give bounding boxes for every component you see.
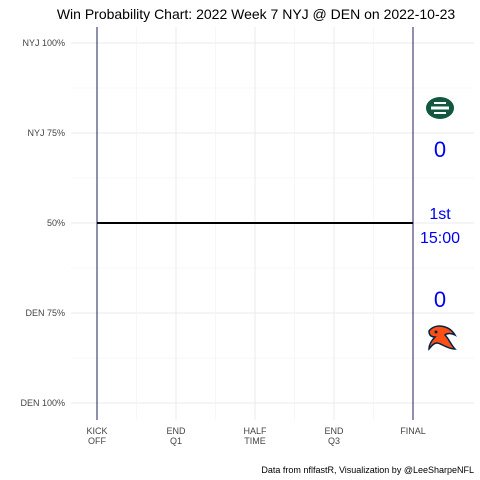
x-tick-label: HALF: [243, 426, 267, 436]
x-tick-label: KICK: [86, 426, 107, 436]
game-clock: 15:00: [420, 230, 460, 247]
y-tick-label: NYJ 75%: [27, 128, 65, 138]
y-tick-label: DEN 100%: [20, 398, 65, 408]
x-tick-label: FINAL: [400, 426, 426, 436]
game-quarter: 1st: [429, 206, 451, 223]
x-tick-label: TIME: [244, 436, 266, 446]
away-score: 0: [434, 137, 446, 162]
x-tick-label: OFF: [88, 436, 106, 446]
broncos-logo-icon: [428, 325, 457, 351]
y-tick-label: DEN 75%: [25, 308, 65, 318]
x-tick-label: Q3: [328, 436, 340, 446]
y-axis-labels: NYJ 100% NYJ 75% 50% DEN 75% DEN 100%: [20, 38, 65, 408]
y-tick-label: NYJ 100%: [22, 38, 65, 48]
jets-logo-icon: [426, 97, 454, 119]
home-score: 0: [434, 287, 446, 312]
x-tick-label: END: [324, 426, 344, 436]
x-tick-label: END: [166, 426, 186, 436]
y-tick-label: 50%: [47, 218, 65, 228]
x-tick-label: Q1: [170, 436, 182, 446]
chart-title: Win Probability Chart: 2022 Week 7 NYJ @…: [57, 6, 456, 22]
chart-caption: Data from nflfastR, Visualization by @Le…: [261, 465, 474, 475]
